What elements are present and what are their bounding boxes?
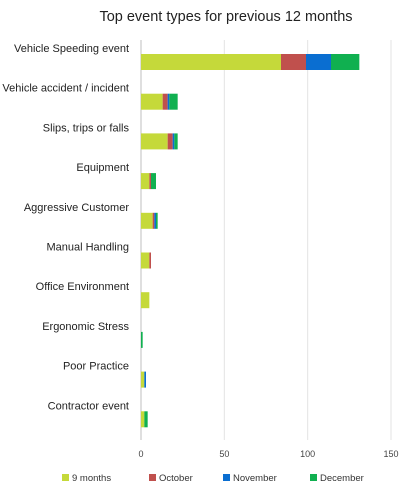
legend: 9 months October November December: [62, 473, 364, 484]
bar-segment: [331, 54, 360, 70]
legend-swatch: [310, 474, 317, 481]
legend-swatch: [149, 474, 156, 481]
category-label: Contractor event: [48, 400, 129, 412]
chart-title: Top event types for previous 12 months: [99, 9, 352, 25]
bar-segment: [156, 212, 158, 229]
category-label: Aggressive Customer: [24, 202, 129, 214]
legend-label: November: [233, 473, 277, 484]
bar-segment: [141, 173, 150, 190]
bar-segment: [141, 133, 168, 150]
x-tick-label: 0: [138, 449, 143, 459]
gridlines: [140, 40, 392, 440]
bar-segment: [141, 252, 150, 269]
bar-segment: [152, 212, 155, 229]
bar-segment: [141, 331, 143, 348]
x-axis-ticks: 0 50 100 150: [138, 449, 398, 459]
x-tick-label: 100: [300, 449, 315, 459]
bar-segment: [144, 411, 148, 428]
legend-label: October: [159, 473, 193, 484]
bar-segment: [141, 411, 145, 428]
bar-segment: [169, 93, 178, 110]
x-tick-label: 150: [383, 449, 398, 459]
bar-segment: [172, 133, 175, 150]
category-label: Equipment: [76, 162, 129, 174]
bar-segment: [154, 212, 156, 229]
bar-segment: [141, 54, 281, 70]
legend-label: 9 months: [72, 473, 111, 484]
bars: [141, 54, 360, 428]
bar-segment: [151, 173, 156, 190]
category-label: Office Environment: [36, 281, 129, 293]
bar-segment: [174, 133, 178, 150]
category-label: Vehicle Speeding event: [14, 43, 129, 55]
bar-segment: [162, 93, 168, 110]
bar-segment: [167, 93, 170, 110]
bar-segment: [167, 133, 173, 150]
legend-swatch: [62, 474, 69, 481]
legend-swatch: [223, 474, 230, 481]
bar-segment: [141, 93, 163, 110]
bar-segment: [141, 212, 153, 229]
bar-segment: [306, 54, 331, 70]
bar-segment: [281, 54, 306, 70]
legend-label: December: [320, 473, 364, 484]
bar-segment: [144, 371, 146, 388]
bar-segment: [141, 371, 145, 388]
bar-segment: [149, 252, 151, 269]
bar-segment: [141, 292, 150, 309]
category-label: Slips, trips or falls: [43, 122, 130, 134]
bar-segment: [149, 173, 151, 190]
category-label: Vehicle accident / incident: [2, 83, 129, 95]
category-label: Manual Handling: [46, 242, 129, 254]
category-labels: Vehicle Speeding event Vehicle accident /…: [2, 43, 129, 412]
category-label: Poor Practice: [63, 361, 129, 373]
x-tick-label: 50: [219, 449, 229, 459]
category-label: Ergonomic Stress: [42, 321, 129, 333]
